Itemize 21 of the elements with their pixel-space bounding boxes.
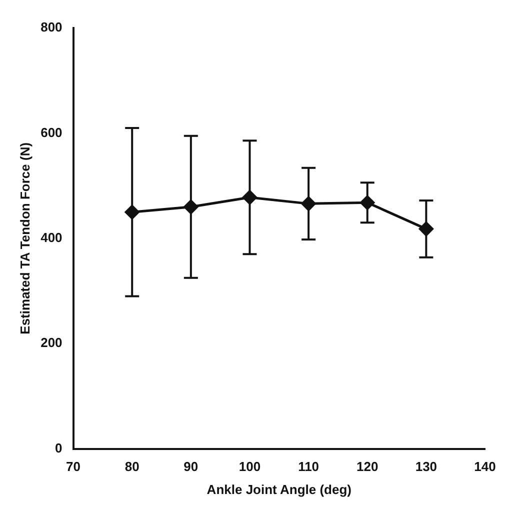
x-tick-label: 140 — [474, 459, 496, 474]
x-axis-title: Ankle Joint Angle (deg) — [206, 482, 352, 497]
y-tick-label: 200 — [40, 335, 62, 350]
point — [124, 204, 140, 220]
point — [360, 195, 375, 210]
y-tick-label: 800 — [40, 20, 62, 35]
y-axis-title: Estimated TA Tendon Force (N) — [17, 142, 32, 334]
y-tick-label: 600 — [40, 124, 62, 140]
point — [184, 200, 198, 214]
x-tick-label: 120 — [356, 459, 378, 474]
x-tick-label: 80 — [124, 459, 140, 474]
x-tick-label: 130 — [415, 459, 438, 474]
x-tick-label: 110 — [298, 459, 320, 474]
point — [301, 196, 316, 211]
y-tick-label: 400 — [40, 230, 62, 245]
x-tick-label: 90 — [184, 459, 198, 474]
y-tick-label: 0 — [55, 440, 62, 456]
point — [242, 190, 257, 205]
point — [418, 222, 434, 236]
x-tick-label: 100 — [238, 459, 261, 474]
x-tick-label: 70 — [66, 459, 81, 474]
